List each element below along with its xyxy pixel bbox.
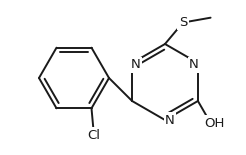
- Text: S: S: [179, 16, 187, 29]
- Text: OH: OH: [205, 117, 225, 130]
- Text: N: N: [189, 58, 199, 71]
- Text: Cl: Cl: [87, 129, 100, 142]
- Text: N: N: [165, 113, 175, 126]
- Text: N: N: [131, 58, 141, 71]
